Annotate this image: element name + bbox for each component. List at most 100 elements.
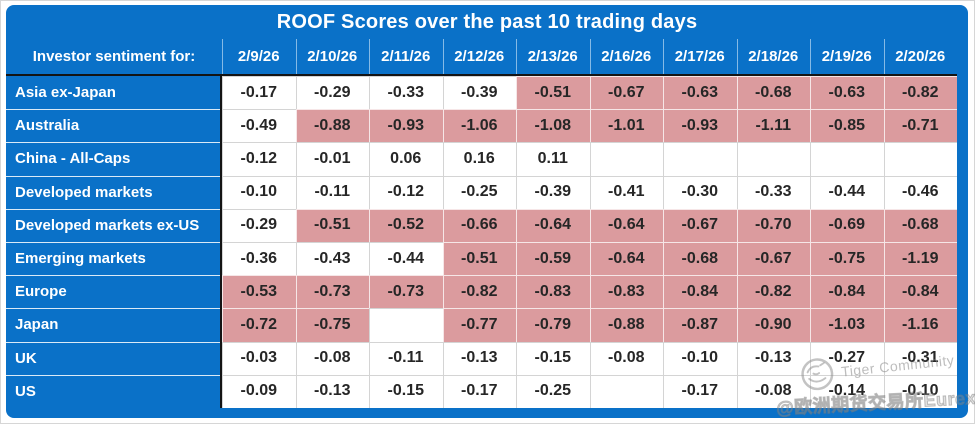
score-cell: -0.82	[442, 275, 516, 309]
score-cell: 0.06	[369, 142, 443, 176]
score-cell: -0.83	[516, 275, 590, 309]
row-label: China - All-Caps	[6, 142, 222, 176]
score-cell: -0.09	[222, 374, 296, 408]
score-cell: -0.29	[222, 208, 296, 242]
score-cell: -0.69	[810, 208, 884, 242]
column-header-date-7: 2/18/26	[736, 39, 810, 76]
column-header-date-9: 2/20/26	[883, 39, 957, 76]
score-cell: -0.46	[883, 175, 957, 209]
score-cell: -0.15	[516, 341, 590, 375]
score-cell: -0.10	[222, 175, 296, 209]
score-cell: -0.64	[516, 208, 590, 242]
score-cell: -0.70	[736, 208, 810, 242]
score-cell: -1.19	[883, 242, 957, 276]
column-header-date-0: 2/9/26	[222, 39, 296, 76]
score-cell: -0.01	[295, 142, 369, 176]
score-cell: -1.08	[516, 109, 590, 143]
score-cell: -1.03	[810, 308, 884, 342]
score-cell: -0.52	[369, 208, 443, 242]
score-cell: -0.43	[295, 242, 369, 276]
score-cell: -0.29	[295, 76, 369, 110]
score-cell: -0.51	[442, 242, 516, 276]
score-cell: -0.41	[589, 175, 663, 209]
score-cell: -0.44	[369, 242, 443, 276]
row-label: Developed markets ex-US	[6, 208, 222, 242]
score-cell: -0.66	[442, 208, 516, 242]
score-cell: -0.30	[663, 175, 737, 209]
score-cell: -0.67	[736, 242, 810, 276]
score-cell: -0.64	[589, 208, 663, 242]
score-cell: -0.03	[222, 341, 296, 375]
column-header-date-5: 2/16/26	[589, 39, 663, 76]
score-cell: -0.10	[883, 374, 957, 408]
row-label: Emerging markets	[6, 242, 222, 276]
score-cell: -0.67	[663, 208, 737, 242]
score-cell: -0.75	[295, 308, 369, 342]
roof-scores-panel: ROOF Scores over the past 10 trading day…	[6, 5, 968, 418]
score-cell: 0.11	[516, 142, 590, 176]
score-cell: -0.79	[516, 308, 590, 342]
score-cell: -0.08	[295, 341, 369, 375]
score-cell: -0.11	[295, 175, 369, 209]
score-cell: -0.39	[516, 175, 590, 209]
score-cell: -0.31	[883, 341, 957, 375]
score-cell: -1.16	[883, 308, 957, 342]
score-cell: -0.88	[589, 308, 663, 342]
score-cell: -0.13	[295, 374, 369, 408]
score-cell: -0.82	[736, 275, 810, 309]
score-cell: -0.36	[222, 242, 296, 276]
score-cell: -0.10	[663, 341, 737, 375]
row-label: Japan	[6, 308, 222, 342]
score-cell: -0.63	[663, 76, 737, 110]
score-cell: -0.17	[222, 76, 296, 110]
score-cell	[369, 308, 443, 342]
roof-scores-table: Investor sentiment for: 2/9/26 2/10/26 2/11…	[6, 39, 957, 408]
score-cell: -0.12	[369, 175, 443, 209]
score-cell: -1.01	[589, 109, 663, 143]
score-cell: -0.14	[810, 374, 884, 408]
score-cell: -0.08	[736, 374, 810, 408]
score-cell	[736, 142, 810, 176]
score-cell: -0.67	[589, 76, 663, 110]
score-cell: -0.68	[663, 242, 737, 276]
score-cell	[810, 142, 884, 176]
score-cell: -0.71	[883, 109, 957, 143]
score-cell: -0.84	[663, 275, 737, 309]
score-cell: -0.68	[736, 76, 810, 110]
column-header-date-2: 2/11/26	[369, 39, 443, 76]
row-label: UK	[6, 341, 222, 375]
row-label: Australia	[6, 109, 222, 143]
score-cell: -0.51	[295, 208, 369, 242]
score-cell: -0.93	[663, 109, 737, 143]
score-cell: 0.16	[442, 142, 516, 176]
score-cell: -0.33	[736, 175, 810, 209]
column-header-date-8: 2/19/26	[810, 39, 884, 76]
row-label: US	[6, 374, 222, 408]
score-cell: -0.73	[295, 275, 369, 309]
row-header-label: Investor sentiment for:	[6, 39, 222, 76]
score-cell	[589, 374, 663, 408]
score-cell: -0.33	[369, 76, 443, 110]
score-cell: -0.15	[369, 374, 443, 408]
score-cell: -0.25	[516, 374, 590, 408]
score-cell: -0.17	[442, 374, 516, 408]
score-cell: -0.39	[442, 76, 516, 110]
column-header-date-1: 2/10/26	[295, 39, 369, 76]
score-cell: -0.77	[442, 308, 516, 342]
score-cell: -0.88	[295, 109, 369, 143]
score-cell: -0.59	[516, 242, 590, 276]
score-cell: -0.63	[810, 76, 884, 110]
score-cell: -0.90	[736, 308, 810, 342]
score-cell: -0.13	[736, 341, 810, 375]
score-cell: -1.06	[442, 109, 516, 143]
score-cell: -0.17	[663, 374, 737, 408]
score-cell: -0.75	[810, 242, 884, 276]
score-cell: -0.93	[369, 109, 443, 143]
column-header-date-3: 2/12/26	[442, 39, 516, 76]
score-cell: -1.11	[736, 109, 810, 143]
score-cell: -0.84	[810, 275, 884, 309]
score-cell: -0.84	[883, 275, 957, 309]
score-cell: -0.44	[810, 175, 884, 209]
row-label: Asia ex-Japan	[6, 76, 222, 110]
